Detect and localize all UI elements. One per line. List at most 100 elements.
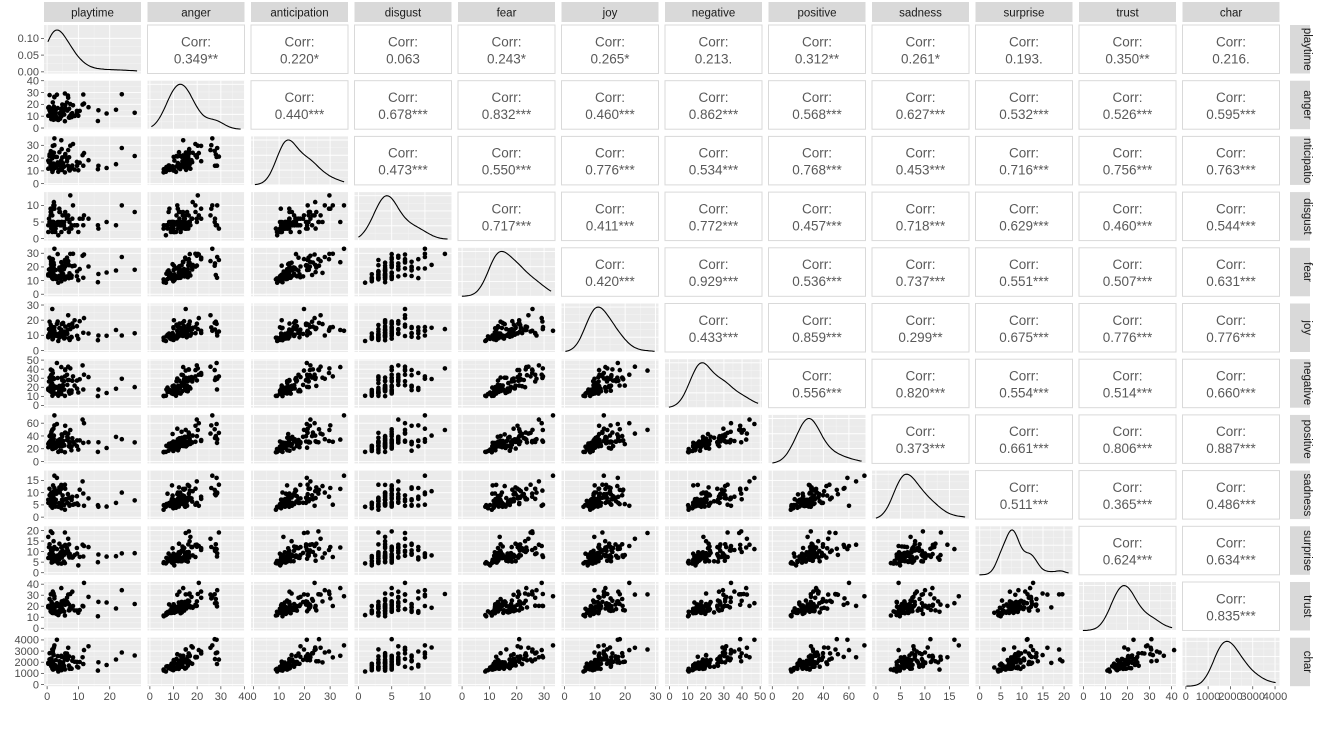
data-point	[703, 591, 709, 596]
corr-value: 0.551***	[999, 274, 1049, 289]
data-point	[528, 430, 533, 436]
data-point	[86, 264, 91, 269]
corr-value: 0.261*	[901, 51, 941, 66]
corr-panel-border	[768, 303, 866, 353]
strip-right-label: negative	[1301, 362, 1313, 405]
corr-label: Corr:	[492, 90, 522, 105]
data-point	[416, 385, 421, 391]
data-point	[530, 306, 535, 312]
panel-disgust-disgust	[354, 192, 452, 242]
data-point	[67, 606, 72, 612]
data-point	[96, 271, 101, 277]
corr-label: Corr:	[1009, 424, 1039, 439]
data-point	[747, 603, 752, 609]
panel-anger-sadness: Corr:0.627***	[871, 80, 970, 130]
data-point	[902, 544, 907, 549]
data-point	[382, 260, 388, 266]
data-point	[77, 216, 82, 221]
data-point	[396, 382, 401, 388]
data-point	[180, 223, 185, 228]
data-point	[208, 592, 213, 597]
data-point	[168, 166, 173, 171]
data-point	[613, 439, 618, 444]
corr-value: 0.460***	[585, 107, 635, 122]
data-point	[209, 423, 214, 428]
data-point	[608, 383, 614, 389]
panel-fear-positive: Corr:0.536***	[768, 247, 866, 297]
data-point	[163, 338, 169, 344]
strip-right-label: fear	[1301, 262, 1313, 282]
corr-panel-border	[871, 191, 970, 242]
data-point	[119, 376, 125, 382]
data-point	[825, 536, 831, 542]
data-point	[526, 536, 531, 542]
data-point	[402, 306, 408, 312]
data-point	[47, 109, 53, 114]
data-point	[176, 149, 182, 155]
data-point	[589, 448, 594, 453]
scatter-points	[483, 306, 556, 344]
scatter-points	[161, 473, 222, 512]
data-point	[53, 333, 59, 338]
data-point	[181, 318, 187, 324]
strip-right-label: surprise	[1301, 530, 1313, 571]
data-point	[168, 443, 173, 448]
corr-value: 0.887***	[1206, 441, 1256, 456]
data-point	[81, 440, 86, 446]
data-point	[747, 417, 752, 422]
data-point	[67, 113, 72, 119]
data-point	[402, 503, 408, 509]
data-point	[491, 503, 497, 509]
data-point	[67, 551, 72, 556]
data-point	[77, 266, 82, 272]
data-point	[277, 551, 283, 556]
data-point	[382, 268, 388, 273]
corr-value: 0.634***	[1206, 553, 1256, 568]
data-point	[320, 483, 325, 489]
strip-top-fear: fear	[458, 2, 555, 22]
data-point	[50, 143, 56, 149]
data-point	[615, 500, 621, 506]
data-point	[53, 384, 59, 390]
data-point	[183, 306, 188, 312]
data-point	[67, 337, 72, 343]
data-point	[513, 383, 518, 389]
panel-disgust-anger	[147, 192, 245, 241]
data-point	[416, 438, 421, 444]
data-point	[53, 223, 59, 228]
data-point	[862, 473, 867, 479]
data-point	[341, 594, 347, 599]
panel-playtime-char: Corr:0.216.	[1182, 24, 1280, 74]
corr-label: Corr:	[285, 90, 315, 105]
data-point	[389, 529, 395, 534]
data-point	[897, 563, 903, 568]
corr-label: Corr:	[1009, 368, 1039, 383]
scatter-points	[362, 413, 448, 455]
data-point	[610, 378, 616, 383]
panel-negative-playtime	[44, 359, 141, 408]
data-point	[534, 587, 539, 593]
data-point	[795, 492, 801, 497]
panel-anger-anticipation: Corr:0.440***	[250, 80, 349, 130]
data-point	[592, 384, 598, 390]
data-point	[62, 330, 68, 336]
strip-right-positive: positive	[1290, 414, 1313, 464]
data-point	[318, 313, 323, 318]
data-point	[524, 486, 529, 492]
data-point	[728, 543, 734, 549]
data-point	[376, 482, 381, 488]
panel-disgust-anticipation	[251, 192, 348, 241]
corr-label: Corr:	[1216, 424, 1246, 439]
corr-label: Corr:	[906, 257, 936, 272]
data-point	[208, 147, 213, 153]
data-point	[812, 554, 817, 560]
panel-surprise-playtime	[44, 526, 141, 575]
scatter-points	[273, 306, 347, 344]
data-point	[208, 536, 213, 542]
data-point	[70, 263, 75, 269]
data-point	[70, 439, 76, 445]
scatter-points	[161, 413, 222, 455]
data-point	[80, 479, 85, 484]
data-point	[389, 265, 395, 270]
data-point	[180, 259, 186, 265]
